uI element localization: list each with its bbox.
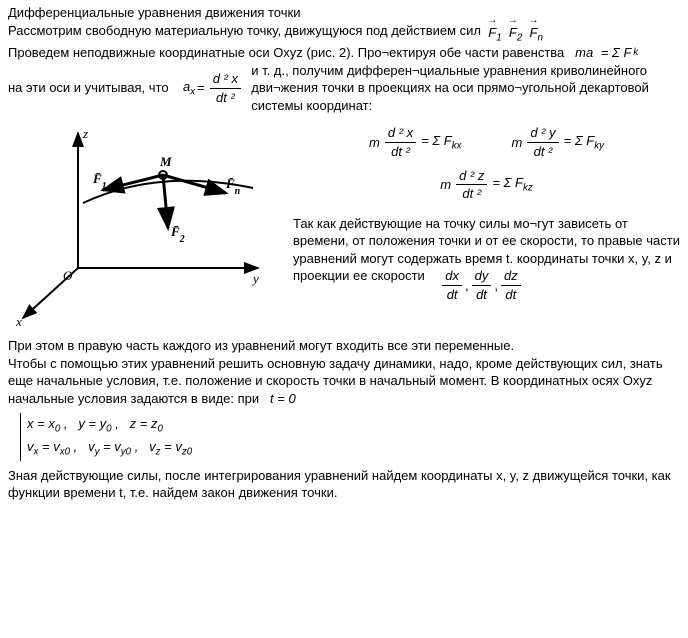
main-equation: ma = Σ Fk — [575, 44, 638, 62]
diagram-and-eqs: z y x O M F̄1 F̄2 F̄n — [8, 118, 680, 333]
after-ax-text-inline: и т. д., получим дифферен¬циальные уравн… — [251, 62, 680, 115]
t-zero: t = 0 — [270, 391, 296, 406]
force-symbol-2: F2 — [509, 22, 522, 45]
force-symbol-1: F1 — [488, 22, 501, 45]
point-m-label: M — [159, 154, 172, 169]
initial-conditions: x = x0 , y = y0 , z = z0 vx = vx0 , vy =… — [20, 413, 192, 461]
axis-y-label: y — [251, 271, 259, 286]
coord-text-a: Проведем неподвижные координатные оси Ox… — [8, 44, 564, 62]
f1-label: F̄1 — [92, 171, 107, 192]
coord-row-a: Проведем неподвижные координатные оси Ox… — [8, 44, 680, 62]
f2-label: F̄2 — [170, 224, 185, 245]
diagram-svg: z y x O M F̄1 F̄2 F̄n — [8, 118, 283, 328]
ax-equation: ax = d ² xdt ² — [183, 70, 244, 106]
final-para: Зная действующие силы, после интегрирова… — [8, 467, 680, 502]
eqs-xy: m d ² xdt ² = Σ Fkx m d ² ydt ² = Σ Fky — [293, 124, 680, 160]
init-row-1: x = x0 , y = y0 , z = z0 — [27, 415, 192, 436]
axis-z-label: z — [82, 126, 88, 141]
coordinate-diagram: z y x O M F̄1 F̄2 F̄n — [8, 118, 283, 333]
fn-label: F̄n — [225, 176, 241, 197]
coord-text-b: на эти оси и учитывая, что — [8, 79, 169, 97]
coord-row-b: на эти оси и учитывая, что ax = d ² xdt … — [8, 62, 680, 115]
axis-x-label: x — [15, 314, 22, 328]
init-row-2: vx = vx0 , vy = vy0 , vz = vz0 — [27, 438, 192, 459]
right-parts-para: При этом в правую часть каждого из уравн… — [8, 337, 680, 355]
forces-depend-para: Так как действующие на точку силы мо¬гут… — [293, 215, 680, 304]
origin-label: O — [63, 268, 73, 283]
intro-row: Рассмотрим свободную материальную точку,… — [8, 22, 680, 45]
velocity-derivatives: dxdt , dydt , dzdt — [439, 267, 523, 303]
eq-y: m d ² ydt ² = Σ Fky — [512, 124, 604, 160]
force-symbol-n: Fn — [530, 22, 543, 45]
intro-text: Рассмотрим свободную материальную точку,… — [8, 22, 481, 40]
eq-x: m d ² xdt ² = Σ Fkx — [369, 124, 461, 160]
title: Дифференциальные уравнения движения точк… — [8, 4, 680, 22]
side-column: m d ² xdt ² = Σ Fkx m d ² ydt ² = Σ Fky … — [293, 118, 680, 333]
eq-z-row: m d ² zdt ² = Σ Fkz — [293, 167, 680, 203]
eq-z: m d ² zdt ² = Σ Fkz — [440, 167, 532, 203]
solve-para: Чтобы с помощью этих уравнений решить ос… — [8, 355, 680, 408]
